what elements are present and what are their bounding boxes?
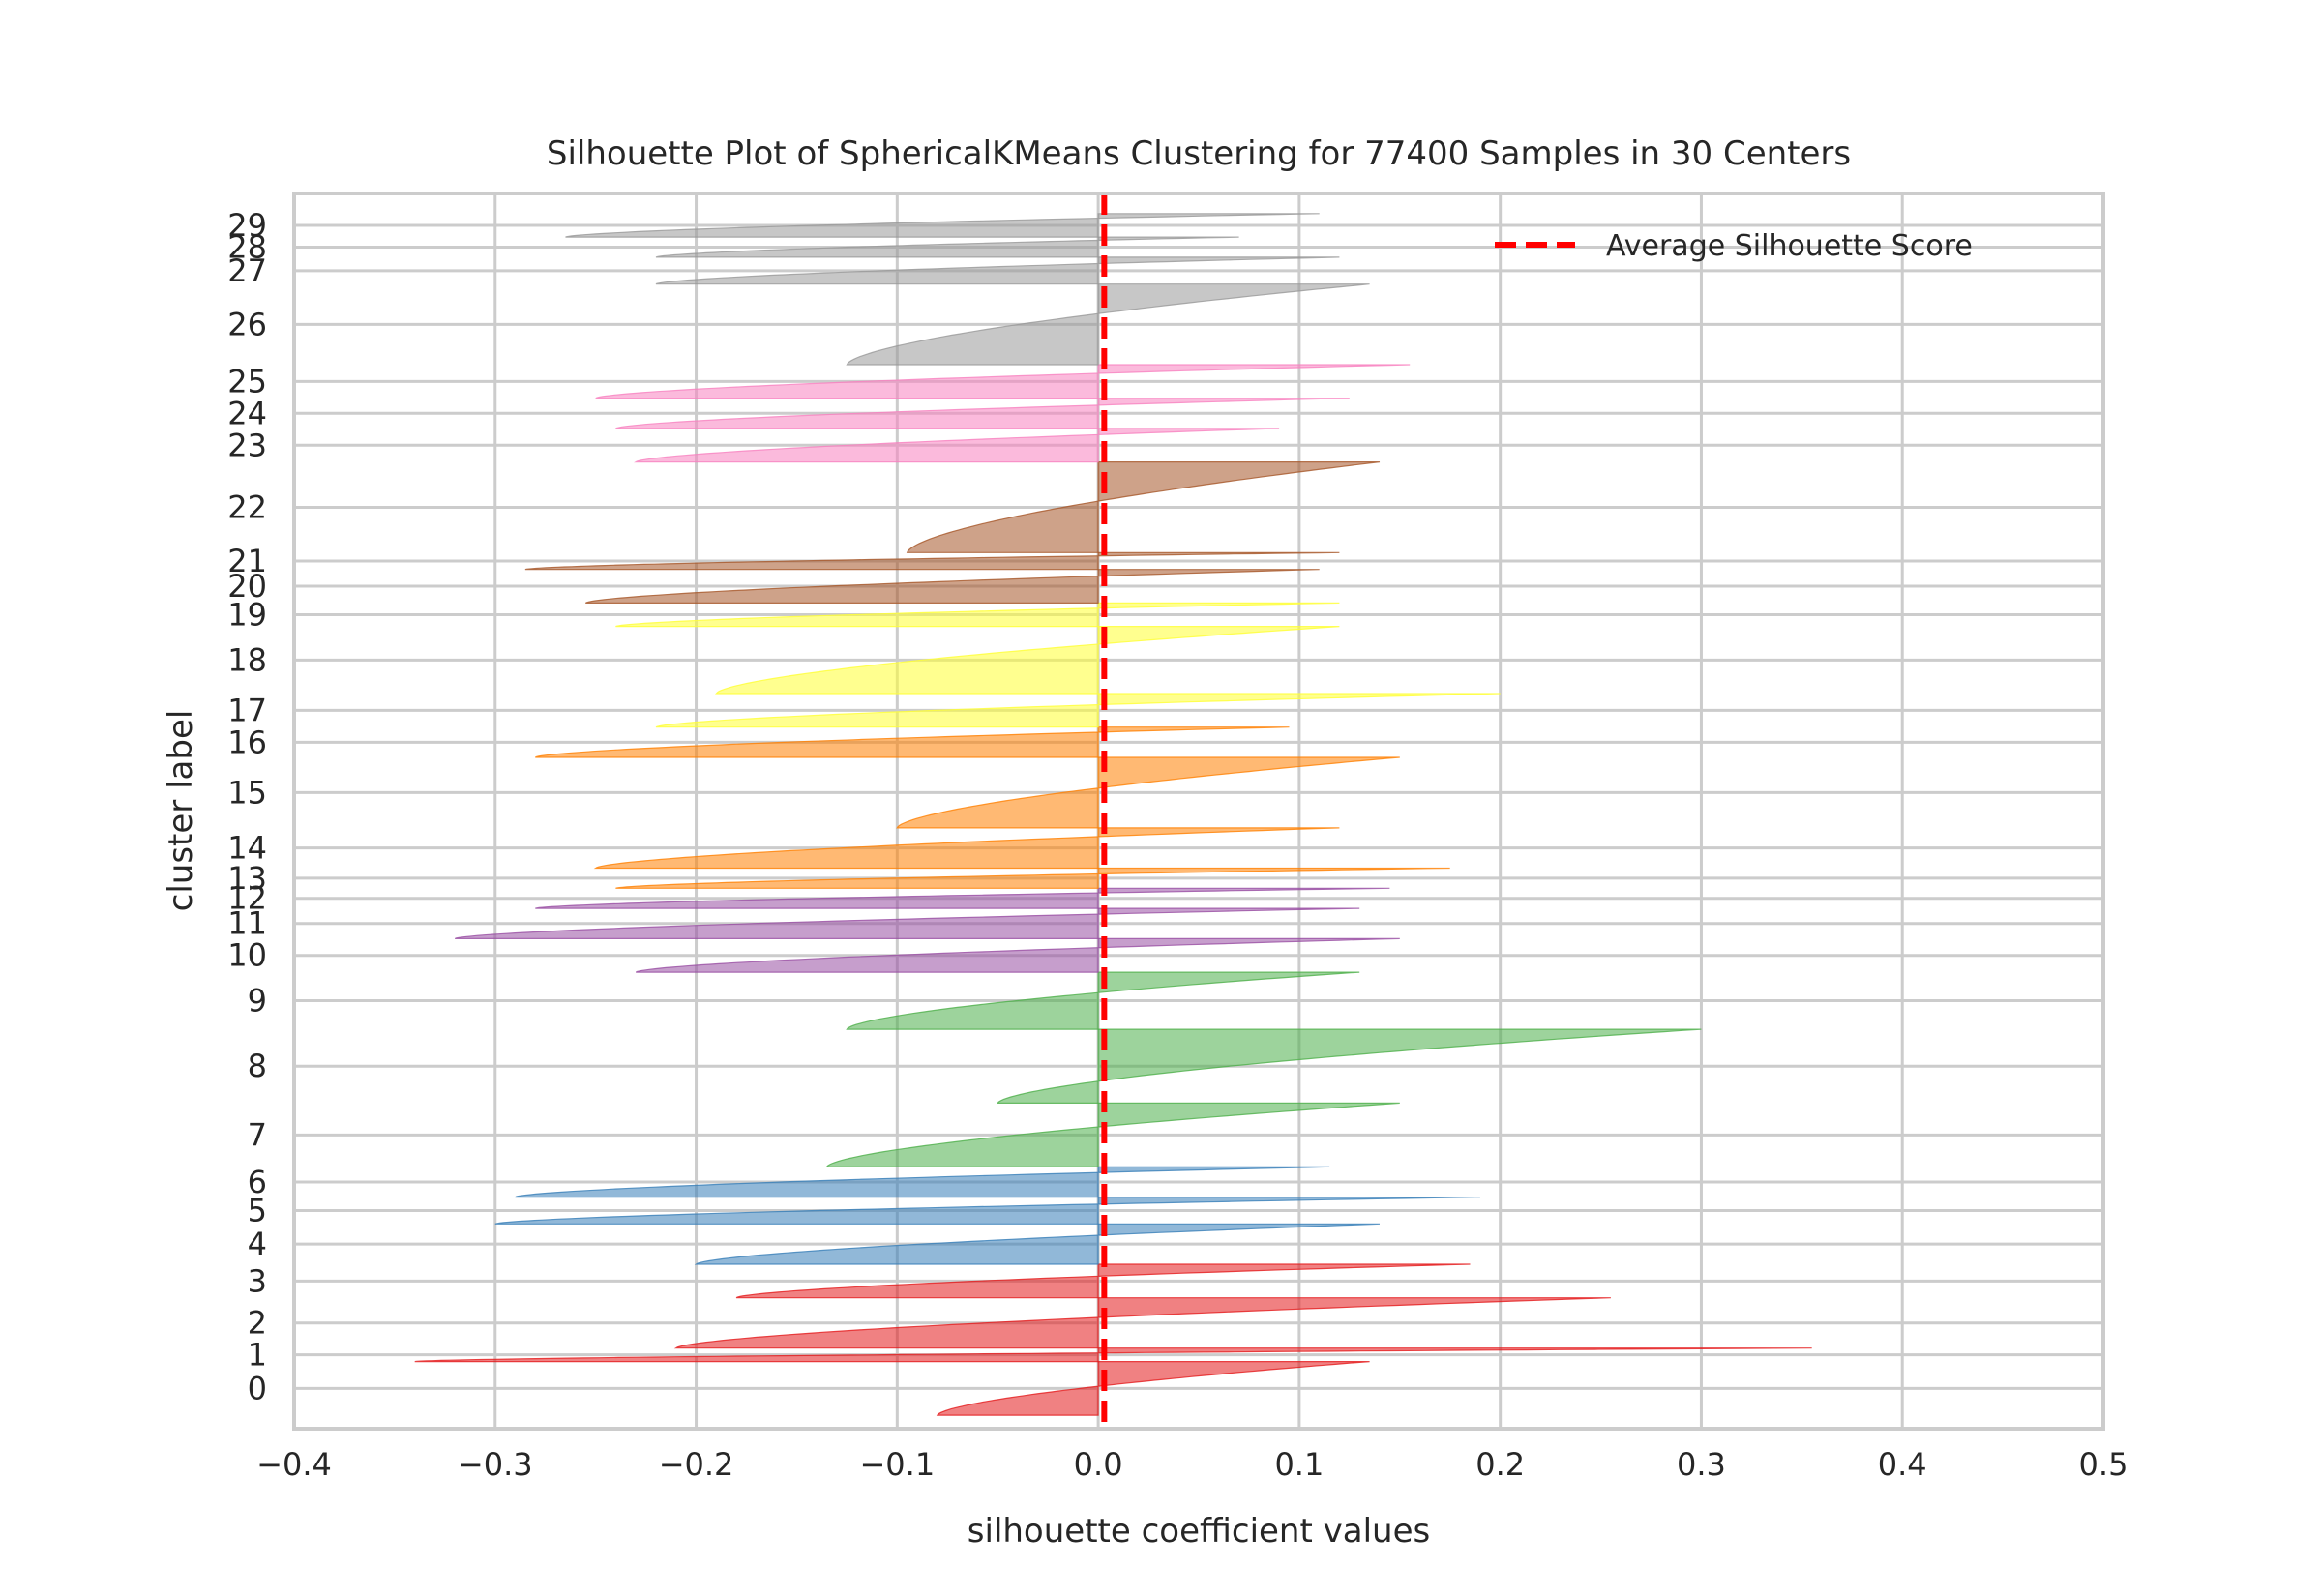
x-tick-label: 0.0: [1074, 1446, 1123, 1483]
y-tick-labels: 0123456789101112131415161718192021222324…: [227, 207, 267, 1406]
cluster-silhouette-26: [846, 283, 1370, 366]
y-tick-label: 23: [227, 427, 267, 463]
cluster-silhouette-3: [735, 1263, 1471, 1299]
x-tick-label: 0.5: [2079, 1446, 2128, 1483]
y-tick-label: 18: [227, 641, 267, 678]
x-tick-label: −0.3: [458, 1446, 533, 1483]
cluster-silhouette-1: [414, 1347, 1812, 1363]
cluster-silhouette-6: [515, 1166, 1330, 1198]
cluster-silhouette-8: [996, 1028, 1702, 1104]
cluster-silhouette-13: [615, 867, 1450, 889]
y-tick-label: 8: [248, 1048, 267, 1084]
y-tick-label: 24: [227, 395, 267, 431]
cluster-silhouette-9: [846, 971, 1360, 1030]
y-tick-label: 22: [227, 488, 267, 525]
x-tick-label: −0.1: [859, 1446, 935, 1483]
cluster-silhouette-22: [906, 461, 1381, 553]
cluster-silhouette-5: [494, 1197, 1480, 1225]
y-tick-label: 19: [227, 596, 267, 633]
cluster-layer: [414, 213, 1812, 1416]
y-tick-label: 28: [227, 229, 267, 266]
y-tick-label: 16: [227, 724, 267, 760]
cluster-silhouette-4: [694, 1223, 1381, 1265]
y-tick-label: 5: [248, 1192, 267, 1228]
y-tick-label: 4: [248, 1226, 267, 1262]
cluster-silhouette-19: [615, 602, 1340, 628]
x-tick-labels: −0.4 −0.3 −0.2 −0.1 0.0 0.1 0.2 0.3 0.4 0.5: [256, 1446, 2128, 1483]
cluster-silhouette-18: [714, 626, 1340, 695]
chart-title: Silhouette Plot of SphericalKMeans Clust…: [547, 134, 1851, 173]
cluster-silhouette-25: [595, 364, 1411, 399]
cluster-silhouette-11: [454, 907, 1360, 939]
y-tick-label: 13: [227, 860, 267, 897]
y-tick-label: 0: [248, 1370, 267, 1406]
x-axis-label: silhouette coefficient values: [968, 1512, 1430, 1551]
cluster-silhouette-12: [535, 887, 1390, 909]
cluster-silhouette-15: [896, 756, 1400, 829]
y-tick-label: 7: [248, 1116, 267, 1153]
cluster-silhouette-2: [673, 1297, 1611, 1349]
legend: Average Silhouette Score: [1495, 229, 1973, 263]
y-tick-label: 2: [248, 1305, 267, 1342]
x-tick-label: 0.2: [1475, 1446, 1525, 1483]
cluster-silhouette-24: [615, 398, 1350, 429]
y-tick-label: 1: [248, 1337, 267, 1374]
x-tick-label: 0.3: [1677, 1446, 1726, 1483]
cluster-silhouette-28: [655, 236, 1239, 258]
y-tick-label: 21: [227, 543, 267, 579]
y-tick-label: 14: [227, 830, 267, 867]
y-tick-label: 20: [227, 568, 267, 605]
cluster-silhouette-17: [655, 693, 1501, 728]
cluster-silhouette-21: [524, 551, 1340, 571]
y-tick-label: 12: [227, 880, 267, 917]
plot-frame: [292, 192, 2105, 1431]
y-tick-label: 25: [227, 363, 267, 399]
cluster-silhouette-16: [535, 726, 1290, 758]
y-tick-label: 26: [227, 306, 267, 342]
y-tick-label: 11: [227, 905, 267, 942]
x-tick-label: 0.1: [1274, 1446, 1324, 1483]
cluster-silhouette-10: [635, 937, 1400, 973]
y-tick-label: 27: [227, 252, 267, 289]
cluster-silhouette-29: [565, 213, 1320, 238]
y-tick-label: 15: [227, 774, 267, 811]
cluster-silhouette-14: [593, 827, 1340, 870]
y-tick-label: 6: [248, 1164, 267, 1200]
y-tick-label: 10: [227, 937, 267, 974]
cluster-silhouette-23: [634, 428, 1280, 463]
y-tick-label: 3: [248, 1262, 267, 1299]
y-tick-label: 9: [248, 983, 267, 1020]
cluster-silhouette-0: [936, 1361, 1370, 1416]
y-axis-label: cluster label: [162, 710, 200, 912]
cluster-silhouette-27: [655, 256, 1340, 285]
x-tick-label: −0.4: [256, 1446, 332, 1483]
x-tick-label: −0.2: [659, 1446, 734, 1483]
cluster-silhouette-20: [585, 569, 1320, 604]
legend-label: Average Silhouette Score: [1606, 229, 1973, 263]
x-tick-label: 0.4: [1878, 1446, 1927, 1483]
y-tick-label: 17: [227, 692, 267, 728]
cluster-silhouette-7: [825, 1102, 1400, 1167]
y-tick-label: 29: [227, 207, 267, 244]
